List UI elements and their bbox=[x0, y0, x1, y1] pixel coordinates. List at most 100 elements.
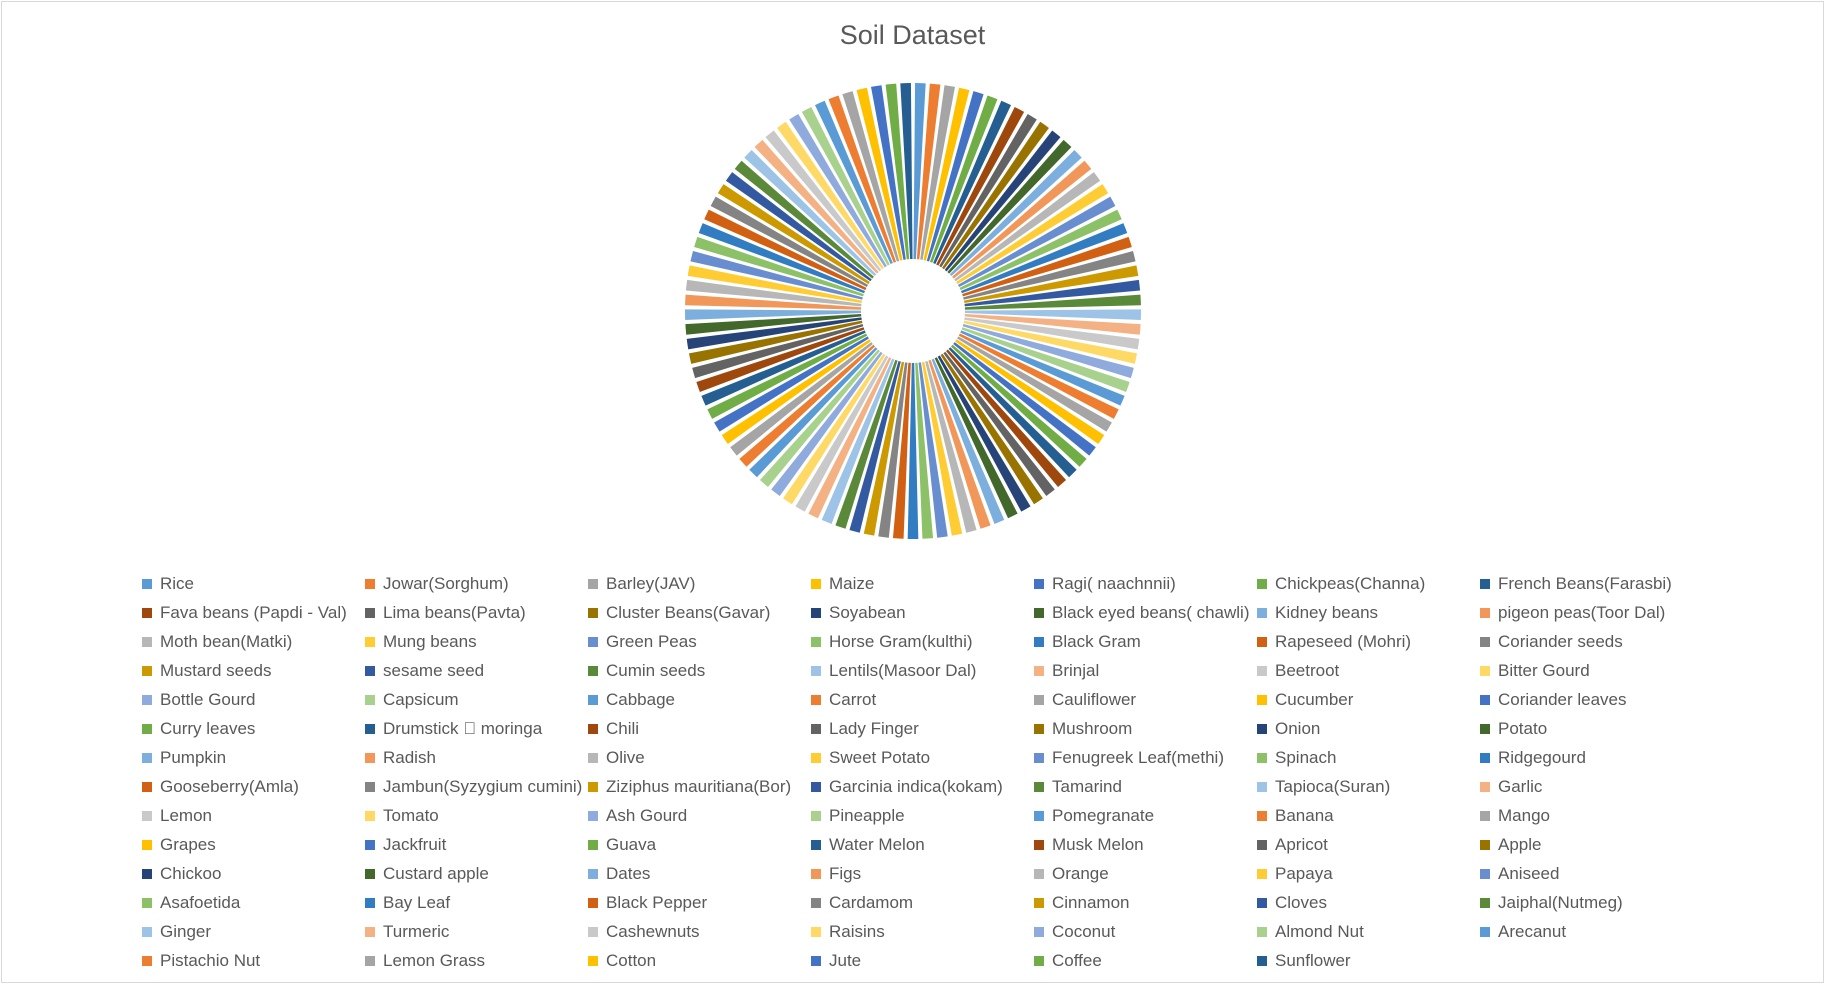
legend-item: Curry leaves bbox=[142, 714, 365, 743]
pie-slice bbox=[725, 172, 872, 282]
legend-item: Brinjal bbox=[1034, 656, 1257, 685]
chart-title: Soil Dataset bbox=[839, 20, 986, 50]
legend-swatch bbox=[588, 752, 598, 763]
legend-item: Ash Gourd bbox=[588, 801, 811, 830]
legend-swatch bbox=[1034, 868, 1044, 879]
legend-item: Black Gram bbox=[1034, 627, 1257, 656]
legend-swatch bbox=[1480, 839, 1490, 850]
pie-slice bbox=[849, 360, 901, 533]
legend-item: Spinach bbox=[1257, 743, 1480, 772]
legend-label: Mung beans bbox=[383, 631, 477, 651]
pie-slice bbox=[956, 184, 1109, 285]
legend-swatch bbox=[142, 897, 152, 908]
legend-item: Apple bbox=[1480, 830, 1703, 859]
pie-slice bbox=[688, 320, 863, 364]
legend-label: Brinjal bbox=[1052, 660, 1100, 680]
legend-label: Coffee bbox=[1052, 950, 1102, 970]
pie-slice bbox=[754, 139, 879, 274]
legend-item: Kidney beans bbox=[1257, 598, 1480, 627]
pie-slice bbox=[964, 294, 1141, 310]
pie-slice bbox=[948, 347, 1077, 478]
legend-swatch bbox=[1034, 781, 1044, 792]
legend-label: Coconut bbox=[1052, 921, 1116, 941]
legend-label: Lima beans(Pavta) bbox=[383, 602, 526, 622]
legend-swatch bbox=[588, 839, 598, 850]
legend-item: Pistachio Nut bbox=[142, 946, 365, 975]
legend-swatch bbox=[365, 752, 375, 763]
legend-label: Ragi( naachnnii) bbox=[1052, 573, 1176, 593]
legend-label: Apple bbox=[1498, 834, 1542, 854]
pie-slice bbox=[730, 342, 873, 456]
legend-label: Tamarind bbox=[1052, 776, 1122, 796]
legend-swatch bbox=[811, 752, 821, 763]
legend-label: Kidney beans bbox=[1275, 602, 1379, 622]
legend-swatch bbox=[811, 781, 821, 792]
pie-slice bbox=[821, 358, 895, 524]
legend-item: Cloves bbox=[1257, 888, 1480, 917]
legend-item: Cauliflower bbox=[1034, 685, 1257, 714]
legend-label: pigeon peas(Toor Dal) bbox=[1498, 602, 1666, 622]
legend-label: Garcinia indica(kokam) bbox=[829, 776, 1003, 796]
legend-label: Pumpkin bbox=[160, 747, 227, 767]
legend-swatch bbox=[142, 723, 152, 734]
legend-item: Orange bbox=[1034, 859, 1257, 888]
legend-swatch bbox=[142, 955, 152, 966]
legend-label: Cashewnuts bbox=[606, 921, 700, 941]
legend-label: Spinach bbox=[1275, 747, 1337, 767]
legend-label: sesame seed bbox=[383, 660, 485, 680]
pie-slice bbox=[960, 223, 1128, 294]
legend-label: Black Gram bbox=[1052, 631, 1141, 651]
legend-item: Drumstick   moringa bbox=[365, 714, 588, 743]
legend-swatch bbox=[1257, 723, 1267, 734]
legend-label: Mustard seeds bbox=[160, 660, 272, 680]
legend-item: Guava bbox=[588, 830, 811, 859]
legend-label: Guava bbox=[606, 834, 657, 854]
legend-label: Lemon Grass bbox=[383, 950, 486, 970]
legend-swatch bbox=[1257, 868, 1267, 879]
pie-slice bbox=[952, 160, 1092, 279]
pie-slice bbox=[931, 358, 1005, 524]
pie-slice bbox=[842, 91, 900, 262]
legend-label: Water Melon bbox=[829, 834, 925, 854]
legend-label: Black Pepper bbox=[606, 892, 708, 912]
legend-swatch bbox=[1034, 636, 1044, 647]
legend-item: Beetroot bbox=[1257, 656, 1480, 685]
legend-swatch bbox=[365, 607, 375, 618]
legend-swatch bbox=[588, 781, 598, 792]
pie-slice bbox=[721, 339, 871, 444]
legend-swatch bbox=[811, 926, 821, 937]
legend-label: Arecanut bbox=[1498, 921, 1567, 941]
legend-label: Jowar(Sorghum) bbox=[383, 573, 509, 593]
legend-swatch bbox=[1257, 665, 1267, 676]
legend-swatch bbox=[588, 810, 598, 821]
legend-swatch bbox=[1480, 578, 1490, 589]
legend-swatch bbox=[142, 665, 152, 676]
legend-label: Cluster Beans(Gavar) bbox=[606, 602, 771, 622]
pie-slice bbox=[960, 330, 1125, 406]
legend-item: Ginger bbox=[142, 917, 365, 946]
pie-slice bbox=[759, 349, 880, 487]
legend-label: Tapioca(Suran) bbox=[1275, 776, 1391, 796]
legend-label: Cotton bbox=[606, 950, 657, 970]
legend-label: Aniseed bbox=[1498, 863, 1560, 883]
pie-slice bbox=[701, 330, 866, 406]
legend-item: French Beans(Farasbi) bbox=[1480, 569, 1703, 598]
pie-slice bbox=[937, 355, 1031, 512]
legend-swatch bbox=[811, 897, 821, 908]
pie-slice bbox=[950, 344, 1087, 467]
pie-slice bbox=[704, 209, 867, 291]
pie-slice bbox=[685, 314, 862, 335]
legend-item: Lentils(Masoor Dal) bbox=[811, 656, 1034, 685]
legend-item: Carrot bbox=[811, 685, 1034, 714]
pie-slice bbox=[744, 149, 877, 277]
legend-item: Rice bbox=[142, 569, 365, 598]
legend-item: Potato bbox=[1480, 714, 1703, 743]
legend-swatch bbox=[588, 694, 598, 705]
pie-slice bbox=[959, 209, 1122, 291]
legend-swatch bbox=[142, 781, 152, 792]
legend-item: Chili bbox=[588, 714, 811, 743]
legend-label: Soyabean bbox=[829, 602, 906, 622]
legend-swatch bbox=[588, 868, 598, 879]
